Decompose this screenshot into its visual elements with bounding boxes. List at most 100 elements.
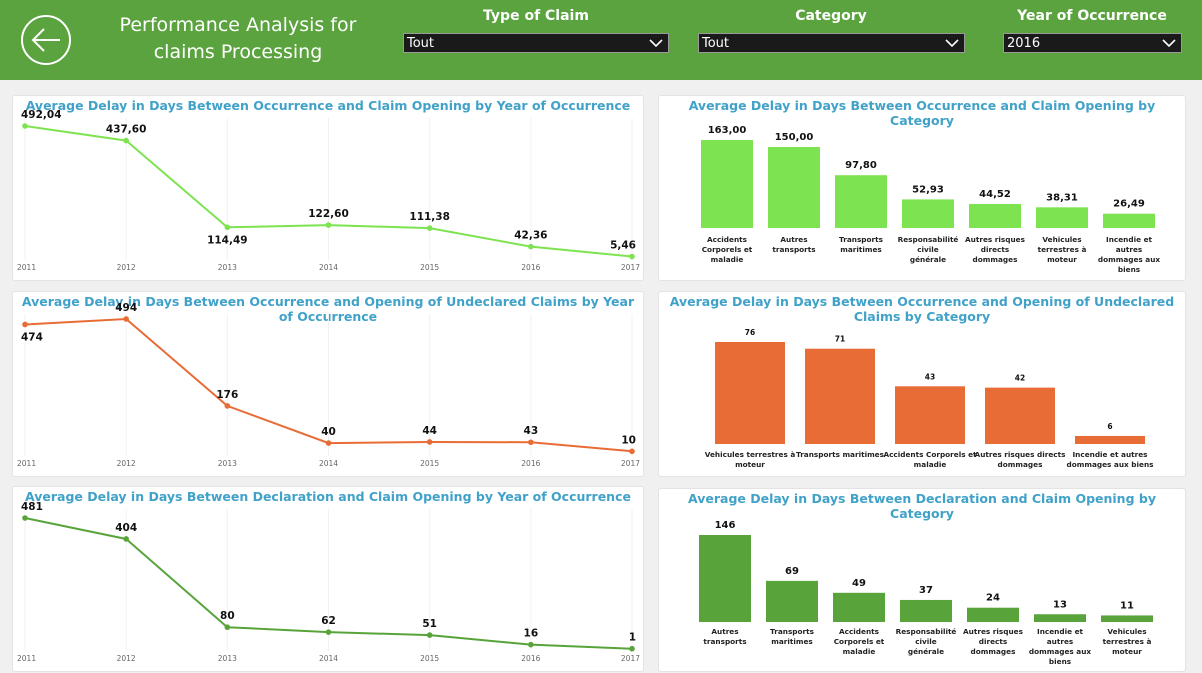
bar-chart-svg: 76 Vehicules terrestres à moteur 71 Transpor… [705, 328, 1154, 469]
category-label-line: moteur [1112, 647, 1142, 656]
category-label-line: générale [910, 255, 946, 264]
data-label: 49 [852, 578, 866, 589]
data-point [629, 448, 635, 455]
category-label-line: Corporels et [702, 245, 753, 254]
x-tick-label: 2013 [218, 263, 237, 272]
x-tick-label: 2017 [621, 459, 640, 468]
x-tick-label: 2016 [521, 654, 540, 663]
data-point [528, 641, 534, 648]
bar [985, 387, 1055, 444]
data-label: 97,80 [845, 160, 877, 171]
data-point [224, 403, 231, 409]
x-tick-label: 2016 [521, 459, 540, 468]
line-chart-svg: 481 404 80 62 51 16 1 2011 2012 2013 2014 2015 2016 2… [17, 501, 640, 663]
category-label: Responsabilité civile générale [898, 235, 959, 264]
category-label-line: Autres risques [965, 235, 1025, 244]
category-label: Autres risques directs dommages [975, 450, 1066, 469]
data-label: 481 [21, 501, 43, 513]
category-label-line: Autres risques directs [975, 450, 1066, 459]
data-point [629, 645, 635, 652]
category-label: Autres transports [703, 627, 746, 646]
line-chart-panel-undeclared-claims[interactable]: Average Delay in Days Between Occurrence… [12, 291, 644, 477]
x-tick-label: 2014 [319, 263, 338, 272]
bar [1034, 614, 1086, 622]
x-tick-label: 2013 [218, 459, 237, 468]
category-label-line: Transports [770, 627, 814, 636]
bar-chart-panel-declaration-claim-opening[interactable]: Average Delay in Days Between Declaratio… [658, 488, 1186, 672]
category-dropdown[interactable]: Tout [698, 33, 965, 53]
data-point [22, 123, 28, 129]
header-bar: Performance Analysis for claims Processi… [0, 0, 1202, 80]
category-label-line: maritimes [771, 637, 813, 646]
x-tick-label: 2014 [319, 459, 338, 468]
bar-chart-svg: 146 Autres transports 69 Transports maritimes… [699, 520, 1153, 666]
x-tick-label: 2012 [117, 654, 136, 663]
data-point [325, 222, 332, 228]
back-button[interactable] [20, 14, 72, 66]
data-label: 1 [629, 632, 636, 644]
category-label-line: Vehicules terrestres à [705, 450, 796, 459]
category-label-line: générale [908, 647, 944, 656]
bar [895, 386, 965, 444]
category-label-line: terrestres à [1038, 245, 1087, 254]
category-label: Autres risques directs dommages [963, 627, 1023, 656]
bar [833, 592, 885, 622]
category-label-line: Autres [711, 627, 738, 636]
arrow-left-circle-icon [21, 15, 71, 65]
bar [1075, 435, 1145, 444]
bar [1036, 207, 1088, 228]
data-label: 71 [835, 335, 845, 344]
chart-title: Average Delay in Days Between Occurrence… [688, 98, 1156, 128]
category-label: Incendie et autres dommages aux biens [1029, 627, 1092, 666]
data-point [426, 225, 433, 231]
data-point [528, 243, 534, 250]
category-label: Responsabilité civile générale [896, 627, 957, 656]
x-tick-label: 2012 [117, 459, 136, 468]
data-label: 11 [1120, 600, 1134, 611]
data-label: 492,04 [21, 109, 62, 121]
category-label-line: Accidents [707, 235, 747, 244]
bar-chart-panel-undeclared-claims[interactable]: Average Delay in Days Between Occurrence… [658, 291, 1186, 477]
category-label-line: transports [703, 637, 746, 646]
category-label-line: maritimes [840, 245, 882, 254]
category-label-line: Responsabilité [898, 235, 959, 244]
data-label: 44 [422, 425, 437, 437]
x-tick-label: 2015 [420, 459, 439, 468]
chevron-down-icon [945, 39, 959, 48]
category-label-line: dommages aux [1098, 255, 1161, 264]
category-label-line: civile [917, 245, 939, 254]
data-point [629, 253, 635, 260]
year-of-occurrence-dropdown[interactable]: 2016 [1003, 33, 1182, 53]
x-tick-label: 2015 [420, 654, 439, 663]
line-chart-panel-occurrence-claim-opening[interactable]: Average Delay in Days Between Occurrence… [12, 95, 644, 281]
category-label: Vehicules terrestres à moteur [1103, 627, 1152, 656]
category-label: Accidents Corporels et maladie [834, 627, 885, 656]
data-label: 24 [986, 593, 1000, 604]
data-label: 474 [21, 331, 43, 343]
category-label-line: civile [915, 637, 937, 646]
data-label: 51 [422, 618, 437, 630]
type-of-claim-dropdown[interactable]: Tout [403, 33, 669, 53]
line-chart-svg: 492,04 437,60 114,49 122,60 111,38 42,36 5,46 2… [17, 109, 640, 272]
category-label: Vehicules terrestres à moteur [1038, 235, 1087, 264]
bar [902, 199, 954, 228]
dropdown-value: 2016 [1007, 36, 1041, 51]
x-tick-label: 2011 [17, 459, 36, 468]
bar-chart-panel-occurrence-claim-opening[interactable]: Average Delay in Days Between Occurrence… [658, 95, 1186, 281]
data-label: 26,49 [1113, 199, 1145, 210]
category-label: Transports maritimes [770, 627, 814, 646]
data-label: 437,60 [106, 124, 147, 136]
category-label-line: maladie [711, 255, 744, 264]
data-label: 43 [925, 372, 935, 381]
category-label-line: Accidents [839, 627, 879, 636]
category-label-line: moteur [735, 460, 765, 469]
category-label-line: Responsabilité [896, 627, 957, 636]
data-point [325, 629, 332, 635]
filter-label-type-of-claim: Type of Claim [483, 8, 589, 24]
category-label: Transports maritimes [796, 450, 884, 459]
line-chart-panel-declaration-claim-opening[interactable]: Average Delay in Days Between Declaratio… [12, 486, 644, 672]
chart-title: Average Delay in Days Between Occurrence… [25, 98, 631, 113]
chart-title: Average Delay in Days Between Declaratio… [688, 491, 1156, 521]
data-point [123, 316, 129, 322]
page-title: Performance Analysis for claims Processi… [119, 14, 357, 63]
